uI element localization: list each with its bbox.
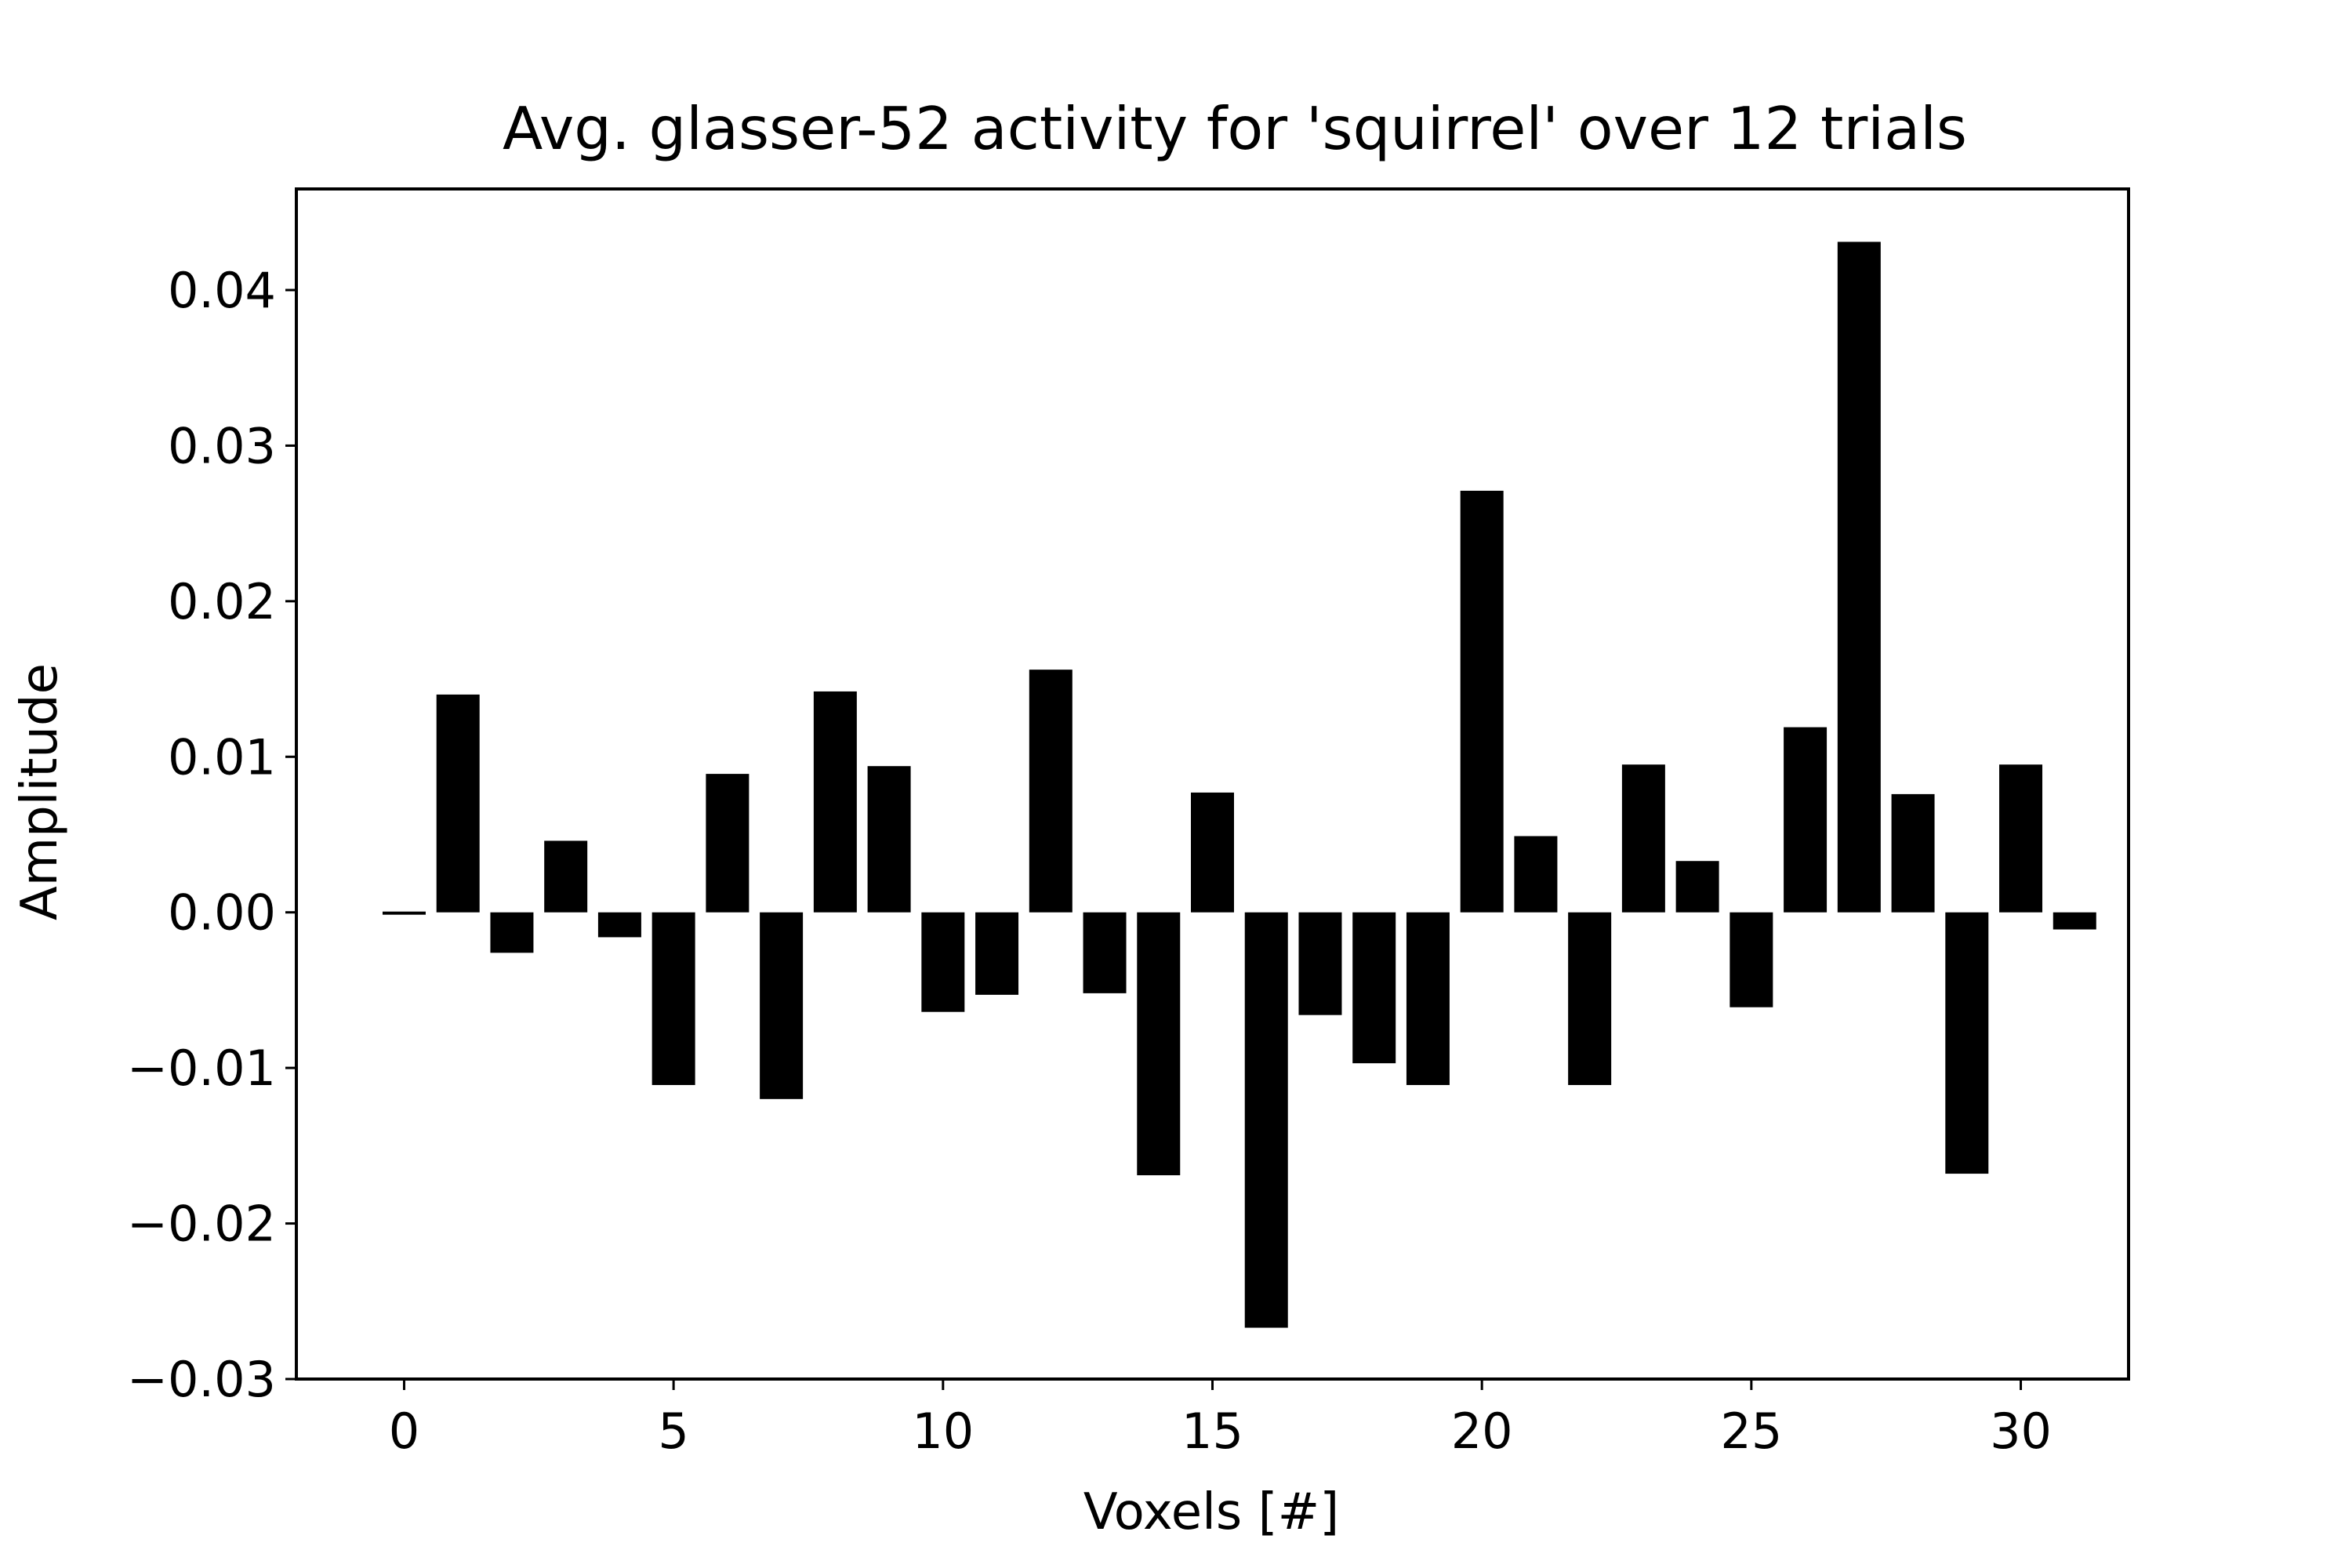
y-tick-label: 0.04 [168, 262, 276, 319]
y-tick-label: −0.03 [127, 1351, 276, 1408]
bar-voxel-29 [1945, 912, 1989, 1174]
bar-voxel-8 [813, 691, 857, 913]
bar-voxel-10 [921, 912, 965, 1012]
bar-voxel-23 [1621, 764, 1665, 913]
bar-voxel-7 [760, 912, 804, 1099]
bar-voxel-4 [597, 912, 641, 938]
bar-voxel-30 [1999, 764, 2043, 913]
bar-voxel-27 [1837, 241, 1881, 913]
bar-voxel-5 [652, 912, 695, 1085]
bar-voxel-17 [1298, 912, 1342, 1015]
plot-frame [295, 187, 2130, 1381]
bar-voxel-9 [867, 766, 911, 913]
bar-voxel-19 [1406, 912, 1450, 1085]
y-axis-label: Amplitude [11, 663, 69, 920]
bar-voxel-6 [706, 774, 750, 913]
y-tick-label: −0.02 [127, 1196, 276, 1253]
bars-group [382, 241, 2096, 1328]
bar-voxel-24 [1675, 861, 1719, 913]
x-tick-label: 20 [1451, 1403, 1513, 1460]
bar-voxel-0 [382, 911, 426, 915]
x-tick-label: 0 [389, 1403, 419, 1460]
bar-voxel-18 [1352, 912, 1396, 1064]
bar-voxel-15 [1191, 792, 1234, 913]
chart-title: Avg. glasser-52 activity for 'squirrel' … [503, 94, 1967, 163]
y-tick-label: −0.01 [127, 1040, 276, 1097]
y-tick-label: 0.03 [168, 417, 276, 474]
bar-voxel-1 [436, 694, 480, 913]
x-axis-ticks: 0 5 10 15 20 25 30 [389, 1379, 2052, 1460]
bar-voxel-12 [1029, 670, 1073, 913]
y-tick-label: 0.00 [168, 884, 276, 942]
y-tick-label: 0.02 [168, 573, 276, 630]
bar-voxel-13 [1083, 912, 1127, 993]
bar-voxel-2 [490, 912, 534, 953]
bar-voxel-28 [1891, 793, 1935, 913]
x-tick-label: 5 [658, 1403, 688, 1460]
bar-voxel-11 [975, 912, 1019, 995]
bar-voxel-25 [1730, 912, 1773, 1007]
bar-voxel-31 [2053, 912, 2096, 930]
y-tick-label: 0.01 [168, 728, 276, 786]
bar-voxel-21 [1514, 836, 1558, 913]
x-tick-label: 25 [1720, 1403, 1782, 1460]
y-axis-ticks: −0.03 −0.02 −0.01 0.00 0.01 0.02 0.03 0.04 [127, 262, 296, 1408]
bar-voxel-22 [1568, 912, 1612, 1085]
bar-voxel-3 [544, 840, 588, 913]
x-tick-label: 30 [1990, 1403, 2052, 1460]
bar-voxel-20 [1460, 490, 1504, 913]
bar-voxel-16 [1244, 912, 1288, 1328]
x-axis-label: Voxels [#] [1083, 1483, 1339, 1541]
bar-voxel-26 [1784, 727, 1828, 913]
bar-voxel-14 [1137, 912, 1181, 1176]
x-tick-label: 10 [912, 1403, 974, 1460]
x-tick-label: 15 [1181, 1403, 1243, 1460]
